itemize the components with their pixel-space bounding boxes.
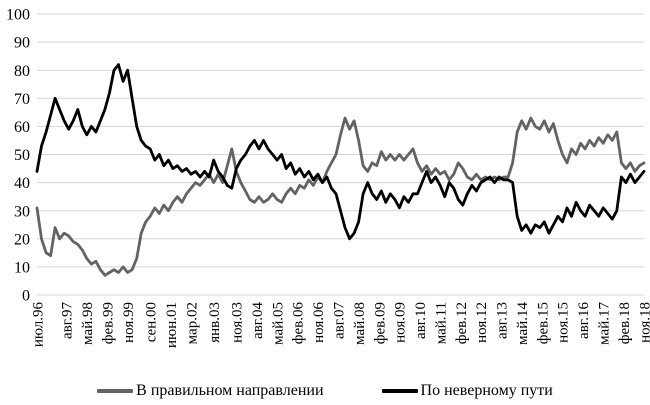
y-axis-label: 70 [14,91,30,108]
x-axis-label: фев.15 [535,302,551,344]
y-axis-label: 10 [14,260,30,277]
x-axis-label: фев.18 [617,302,633,344]
x-axis-label: июн.01 [164,302,180,348]
legend-item-right-direction: В правильном направлении [97,382,324,399]
x-axis-label: май.14 [515,302,531,345]
series-line-wrong-track [35,63,646,241]
x-axis-label: ноя.15 [556,302,572,343]
x-axis-label: фев.06 [291,302,307,345]
y-axis-label: 20 [14,231,30,248]
x-axis-label: ноя.18 [637,302,650,343]
x-axis-label: авг.07 [331,302,347,339]
x-axis-label: авг.16 [576,302,592,339]
x-axis-label: ноя.12 [474,302,490,343]
x-axis-label: мар.02 [184,302,200,344]
x-axis-label: май.05 [270,302,286,345]
plot-area: 0 10 20 30 40 50 60 70 80 90 100 июл.96 авг.97 май.98… [6,7,650,348]
x-axis-label: июл.96 [30,302,46,348]
x-axis-label: май.17 [596,302,612,345]
y-axis-label: 0 [22,288,30,305]
x-axis-label: ноя.09 [393,302,409,343]
x-axis-label: авг.10 [413,302,429,339]
x-axis-label: авг.04 [250,302,266,339]
x-axis-label: май.98 [80,302,96,345]
x-axis-label: фев.12 [454,302,470,344]
x-axis-label: май.08 [352,302,368,345]
legend-item-wrong-track: По неверному пути [381,382,553,399]
x-axis-label: май.11 [433,302,449,344]
x-axis-label: авг.97 [60,302,76,339]
x-axis-label: сен.00 [143,302,159,342]
x-axis-label: фев.99 [100,302,116,344]
x-axis-label: янв.03 [207,302,223,343]
series-line-right-direction [35,116,646,277]
y-axis-label: 80 [14,63,30,80]
legend: В правильном направлении По неверному пу… [0,383,650,399]
legend-line-swatch-gray [97,389,134,393]
y-axis-label: 100 [6,7,30,24]
legend-label-right-direction: В правильном направлении [136,382,324,399]
y-axis-label: 90 [14,35,30,52]
y-axis-label: 30 [14,203,30,220]
x-axis-label: ноя.03 [230,302,246,343]
y-axis-label: 40 [14,175,30,192]
x-axis-label: авг.13 [495,302,511,339]
x-axis-label: ноя.06 [311,302,327,343]
y-axis-label: 50 [14,147,30,164]
y-axis-label: 60 [14,119,30,136]
x-axis-label: ноя.99 [121,302,137,343]
legend-label-wrong-track: По неверному пути [420,382,553,399]
legend-line-swatch-black [381,389,418,393]
x-axis-label: фев.09 [372,302,388,344]
